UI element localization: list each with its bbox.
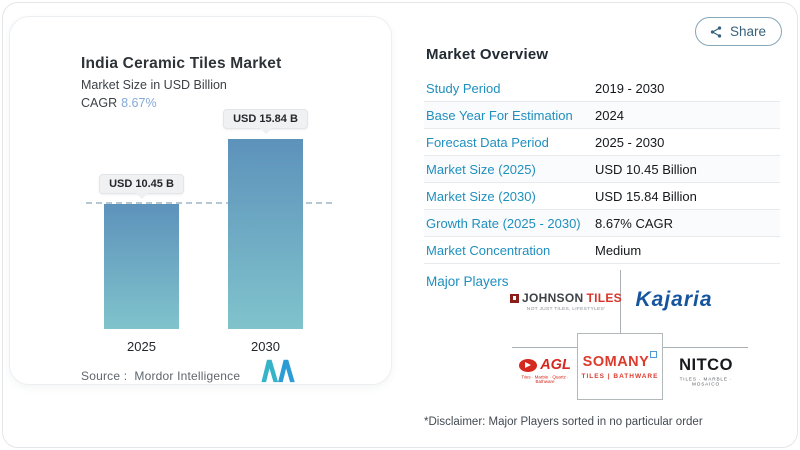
bar-2025 xyxy=(104,204,179,329)
overview-table: Study Period 2019 - 2030 Base Year For E… xyxy=(424,75,780,264)
bar-group-2030: USD 15.84 B xyxy=(223,109,308,329)
table-row: Market Concentration Medium xyxy=(424,237,780,264)
row-value: 2024 xyxy=(595,107,624,123)
row-value: USD 10.45 Billion xyxy=(595,161,697,177)
bar-value-label-2030: USD 15.84 B xyxy=(223,109,308,129)
cagr-label: CAGR xyxy=(81,96,118,110)
johnson-tagline: NOT JUST TILES, LIFESTYLES' xyxy=(526,306,606,312)
agl-tagline: Tiles · Marble · Quartz · Bathware xyxy=(521,375,569,385)
chart-title: India Ceramic Tiles Market xyxy=(81,55,282,72)
table-row: Forecast Data Period 2025 - 2030 xyxy=(424,129,780,156)
row-value: 2025 - 2030 xyxy=(595,134,665,150)
chart-subtitle: Market Size in USD Billion xyxy=(81,78,227,92)
table-row: Market Size (2030) USD 15.84 Billion xyxy=(424,183,780,210)
table-row: Study Period 2019 - 2030 xyxy=(424,75,780,102)
table-row: Base Year For Estimation 2024 xyxy=(424,102,780,129)
source-attribution: Source : Mordor Intelligence xyxy=(81,369,240,383)
agl-logo: AGL Tiles · Marble · Quartz · Bathware xyxy=(503,357,587,386)
share-icon xyxy=(709,25,723,39)
cagr-line: CAGR 8.67% xyxy=(81,96,157,110)
x-axis-label-2025: 2025 xyxy=(127,339,156,354)
overview-heading: Market Overview xyxy=(426,46,549,63)
row-label: Market Size (2025) xyxy=(426,161,536,177)
nitco-tagline: TILES · MARBLE · MOSAICO xyxy=(679,376,733,388)
source-label: Source : xyxy=(81,369,128,383)
nitco-wordmark: NITCO xyxy=(679,356,733,374)
row-label: Market Concentration xyxy=(426,242,551,258)
row-value: 2019 - 2030 xyxy=(595,80,665,96)
share-button-label: Share xyxy=(729,24,766,39)
johnson-tile-icon xyxy=(510,293,520,303)
chart-card: India Ceramic Tiles Market Market Size i… xyxy=(9,16,392,385)
nitco-logo: NITCO TILES · MARBLE · MOSAICO xyxy=(666,356,746,388)
cagr-value: 8.67% xyxy=(121,96,157,110)
johnson-wordmark: JOHNSON xyxy=(522,291,584,305)
reference-dashed-line xyxy=(86,202,332,204)
source-value: Mordor Intelligence xyxy=(134,369,241,383)
row-label: Growth Rate (2025 - 2030) xyxy=(426,215,581,231)
players-grid-vertical-line xyxy=(620,270,621,333)
disclaimer-text: *Disclaimer: Major Players sorted in no … xyxy=(424,416,703,428)
row-value: 8.67% CAGR xyxy=(595,215,674,231)
agl-oval-icon xyxy=(519,358,538,372)
bar-group-2025: USD 10.45 B xyxy=(99,174,184,329)
row-value: USD 15.84 Billion xyxy=(595,188,697,204)
somany-logo: SOMANY TILES | BATHWARE xyxy=(577,333,663,400)
agl-wordmark: AGL xyxy=(540,357,571,373)
johnson-tiles-logo: JOHNSON TILES NOT JUST TILES, LIFESTYLES… xyxy=(508,291,624,312)
row-value: Medium xyxy=(595,242,642,258)
bar-2030 xyxy=(228,139,303,329)
table-row: Growth Rate (2025 - 2030) 8.67% CAGR xyxy=(424,210,780,237)
row-label: Market Size (2030) xyxy=(426,188,536,204)
major-players-label: Major Players xyxy=(426,274,509,289)
players-grid-horizontal-line-left xyxy=(512,347,577,348)
somany-tagline: TILES | BATHWARE xyxy=(581,372,659,380)
table-row: Market Size (2025) USD 10.45 Billion xyxy=(424,156,780,183)
mordor-intelligence-logo-icon xyxy=(258,359,300,388)
row-label: Forecast Data Period xyxy=(426,134,549,150)
somany-square-icon xyxy=(650,350,658,358)
row-label: Base Year For Estimation xyxy=(426,107,573,123)
row-label: Study Period xyxy=(426,80,501,96)
kajaria-logo: Kajaria xyxy=(635,288,713,311)
x-axis-label-2030: 2030 xyxy=(251,339,280,354)
johnson-tiles-wordmark: TILES xyxy=(586,291,622,305)
bar-value-label-2025: USD 10.45 B xyxy=(99,174,184,194)
somany-wordmark: SOMANY xyxy=(583,350,658,370)
share-button[interactable]: Share xyxy=(694,17,782,46)
players-grid-horizontal-line-right xyxy=(663,347,748,348)
